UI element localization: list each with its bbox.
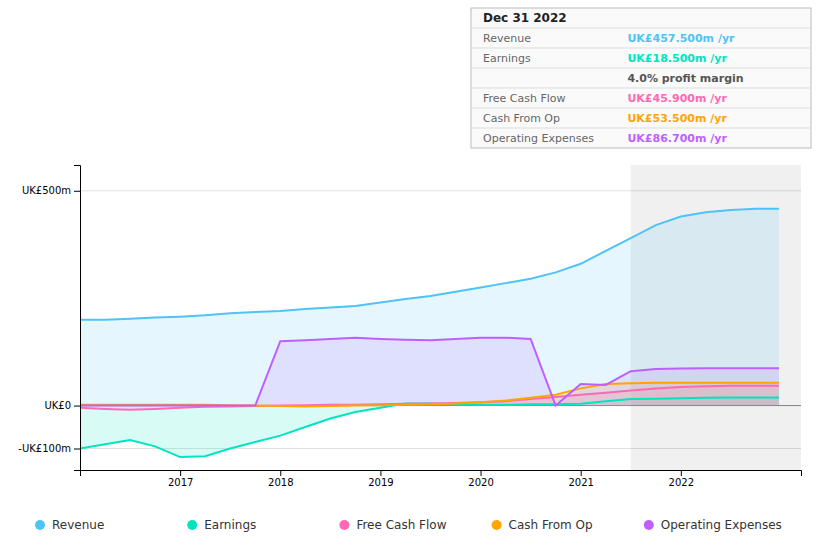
info-divider <box>471 68 811 69</box>
line <box>80 338 779 406</box>
line <box>80 383 779 407</box>
chart: 2017 2018 2019 2020 2021 2022 UK£500m UK£0 -UK£1… <box>0 0 821 560</box>
legend-label: Earnings <box>204 518 256 532</box>
area <box>80 338 779 406</box>
info-divider <box>471 28 811 29</box>
tick-mark <box>74 406 80 407</box>
tick: 2019 <box>368 470 393 488</box>
info-value: UK£18.500m /yr <box>627 52 727 65</box>
tick-mark <box>180 470 181 476</box>
info-label: Earnings <box>483 52 531 65</box>
tick-mark <box>681 470 682 476</box>
legend-item: Free Cash Flow <box>339 518 446 532</box>
tick-label: 2020 <box>468 477 493 488</box>
tick-mark <box>481 470 482 476</box>
info-divider <box>471 108 811 109</box>
tick: UK£500m <box>22 185 80 196</box>
legend-label: Revenue <box>52 518 104 532</box>
tick-label: UK£0 <box>44 400 71 411</box>
info-value: UK£86.700m /yr <box>627 132 727 145</box>
tick-label: 2018 <box>268 477 293 488</box>
tick: 2021 <box>568 470 593 488</box>
info-label: Cash From Op <box>483 112 560 125</box>
info-divider <box>471 48 811 49</box>
tick: UK£0 <box>44 400 80 411</box>
marks <box>80 165 801 470</box>
info-divider <box>471 128 811 129</box>
axis-line <box>74 166 81 471</box>
info-value: 4.0% profit margin <box>627 72 743 85</box>
legend-label: Cash From Op <box>509 518 593 532</box>
legend-item: Operating Expenses <box>644 518 782 532</box>
legend-item: Revenue <box>35 518 104 532</box>
tick-label: 2021 <box>568 477 593 488</box>
info-divider <box>471 88 811 89</box>
info-label: Revenue <box>483 32 531 45</box>
line <box>80 209 779 320</box>
tick-label: -UK£100m <box>18 443 71 454</box>
legend-item: Cash From Op <box>492 518 593 532</box>
tick-mark <box>380 470 381 476</box>
info-box: Dec 31 2022 Revenue UK£457.500m /yr Earning… <box>471 8 811 148</box>
legend-swatch <box>644 520 654 530</box>
legend-swatch <box>35 520 45 530</box>
area <box>80 209 779 406</box>
legend-label: Operating Expenses <box>661 518 782 532</box>
tick: 2017 <box>168 470 193 488</box>
tick-label: 2019 <box>368 477 393 488</box>
info-box-frame <box>471 8 811 148</box>
tick-mark <box>581 470 582 476</box>
tick: 2018 <box>268 470 293 488</box>
info-label: Free Cash Flow <box>483 92 566 105</box>
info-header: Dec 31 2022 <box>483 11 567 25</box>
info-value: UK£457.500m /yr <box>627 32 735 45</box>
tick-mark <box>74 449 80 450</box>
info-value: UK£45.900m /yr <box>627 92 727 105</box>
legend-item: Earnings <box>187 518 256 532</box>
axis-line <box>81 471 802 477</box>
tick-label: UK£500m <box>22 185 71 196</box>
legend-swatch <box>339 520 349 530</box>
plot: 2017 2018 2019 2020 2021 2022 UK£500m UK£0 -UK£1… <box>18 165 801 488</box>
tick-label: 2017 <box>168 477 193 488</box>
tick: 2020 <box>468 470 493 488</box>
y-axis: UK£500m UK£0 -UK£100m <box>18 166 80 471</box>
legend-label: Free Cash Flow <box>356 518 446 532</box>
tick-mark <box>74 191 80 192</box>
tick: 2022 <box>669 470 694 488</box>
info-value: UK£53.500m /yr <box>627 112 727 125</box>
tick-mark <box>280 470 281 476</box>
tick: -UK£100m <box>18 443 80 454</box>
info-label: Operating Expenses <box>483 132 594 145</box>
tick-label: 2022 <box>669 477 694 488</box>
legend: Revenue Earnings Free Cash Flow Cash From O… <box>35 518 782 532</box>
x-axis: 2017 2018 2019 2020 2021 2022 <box>81 470 802 488</box>
legend-swatch <box>187 520 197 530</box>
legend-swatch <box>492 520 502 530</box>
